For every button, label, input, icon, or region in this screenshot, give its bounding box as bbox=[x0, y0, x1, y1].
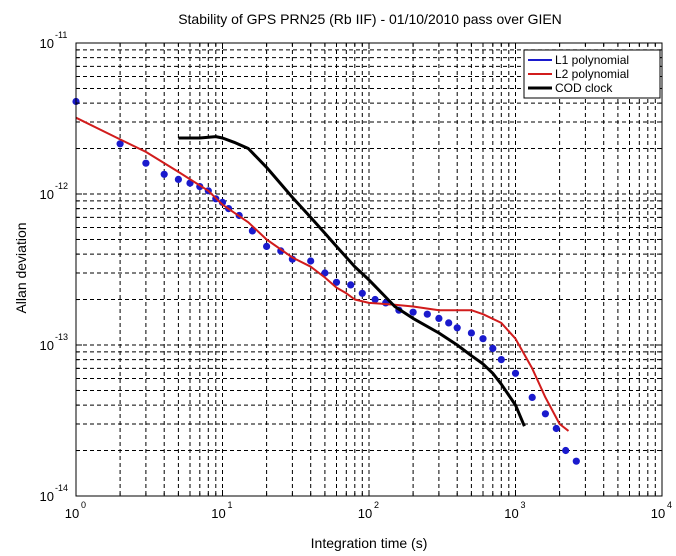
data-point bbox=[321, 269, 329, 277]
series-l1-markers bbox=[72, 97, 580, 465]
legend-label: L1 polynomial bbox=[555, 53, 629, 67]
series-line-cod bbox=[178, 135, 526, 427]
data-point bbox=[445, 319, 453, 327]
x-tick-label: 10 bbox=[651, 506, 665, 521]
series-layer bbox=[72, 97, 580, 465]
y-tick-exponent: -13 bbox=[55, 332, 68, 342]
x-tick-exponent: 3 bbox=[521, 500, 526, 510]
legend-label: L2 polynomial bbox=[555, 67, 629, 81]
data-point bbox=[347, 281, 355, 289]
y-tick-exponent: -14 bbox=[55, 483, 68, 493]
y-tick-exponent: -11 bbox=[55, 30, 67, 40]
data-point bbox=[263, 242, 271, 250]
x-tick-exponent: 0 bbox=[81, 500, 86, 510]
x-tick-label: 10 bbox=[211, 506, 225, 521]
data-point bbox=[142, 159, 150, 167]
data-point bbox=[528, 393, 536, 401]
data-point bbox=[371, 295, 379, 304]
data-point bbox=[453, 324, 461, 332]
data-point bbox=[572, 457, 580, 465]
data-point bbox=[511, 369, 520, 377]
data-point bbox=[116, 140, 124, 148]
x-axis-label: Integration time (s) bbox=[311, 535, 428, 551]
y-tick-label: 10 bbox=[40, 338, 54, 353]
y-tick-label: 10 bbox=[40, 489, 54, 504]
data-point bbox=[307, 257, 315, 265]
grid bbox=[76, 43, 662, 496]
x-tick-exponent: 2 bbox=[374, 500, 379, 510]
data-point bbox=[332, 278, 341, 286]
data-point bbox=[409, 308, 417, 316]
data-point bbox=[423, 310, 431, 318]
data-point bbox=[552, 424, 560, 433]
data-point bbox=[358, 289, 366, 297]
data-point bbox=[541, 410, 550, 418]
x-tick-label: 10 bbox=[504, 506, 518, 521]
data-point bbox=[497, 356, 505, 364]
data-point bbox=[489, 344, 497, 352]
data-point bbox=[562, 446, 570, 455]
x-tick-label: 10 bbox=[358, 506, 372, 521]
data-point bbox=[467, 329, 475, 337]
data-point bbox=[160, 170, 168, 178]
y-tick-label: 10 bbox=[40, 187, 54, 202]
tick-marks bbox=[75, 42, 663, 497]
data-point bbox=[174, 175, 182, 183]
y-tick-label: 10 bbox=[40, 36, 54, 51]
chart-title: Stability of GPS PRN25 (Rb IIF) - 01/10/… bbox=[178, 11, 562, 27]
x-tick-exponent: 4 bbox=[667, 500, 672, 510]
y-tick-exponent: -12 bbox=[55, 181, 68, 191]
y-axis-label: Allan deviation bbox=[13, 222, 29, 313]
legend-label: COD clock bbox=[555, 81, 613, 95]
series-line-l2 bbox=[75, 116, 570, 432]
x-tick-exponent: 1 bbox=[228, 500, 233, 510]
x-tick-label: 10 bbox=[65, 506, 79, 521]
data-point bbox=[479, 335, 487, 343]
data-point bbox=[435, 314, 443, 322]
